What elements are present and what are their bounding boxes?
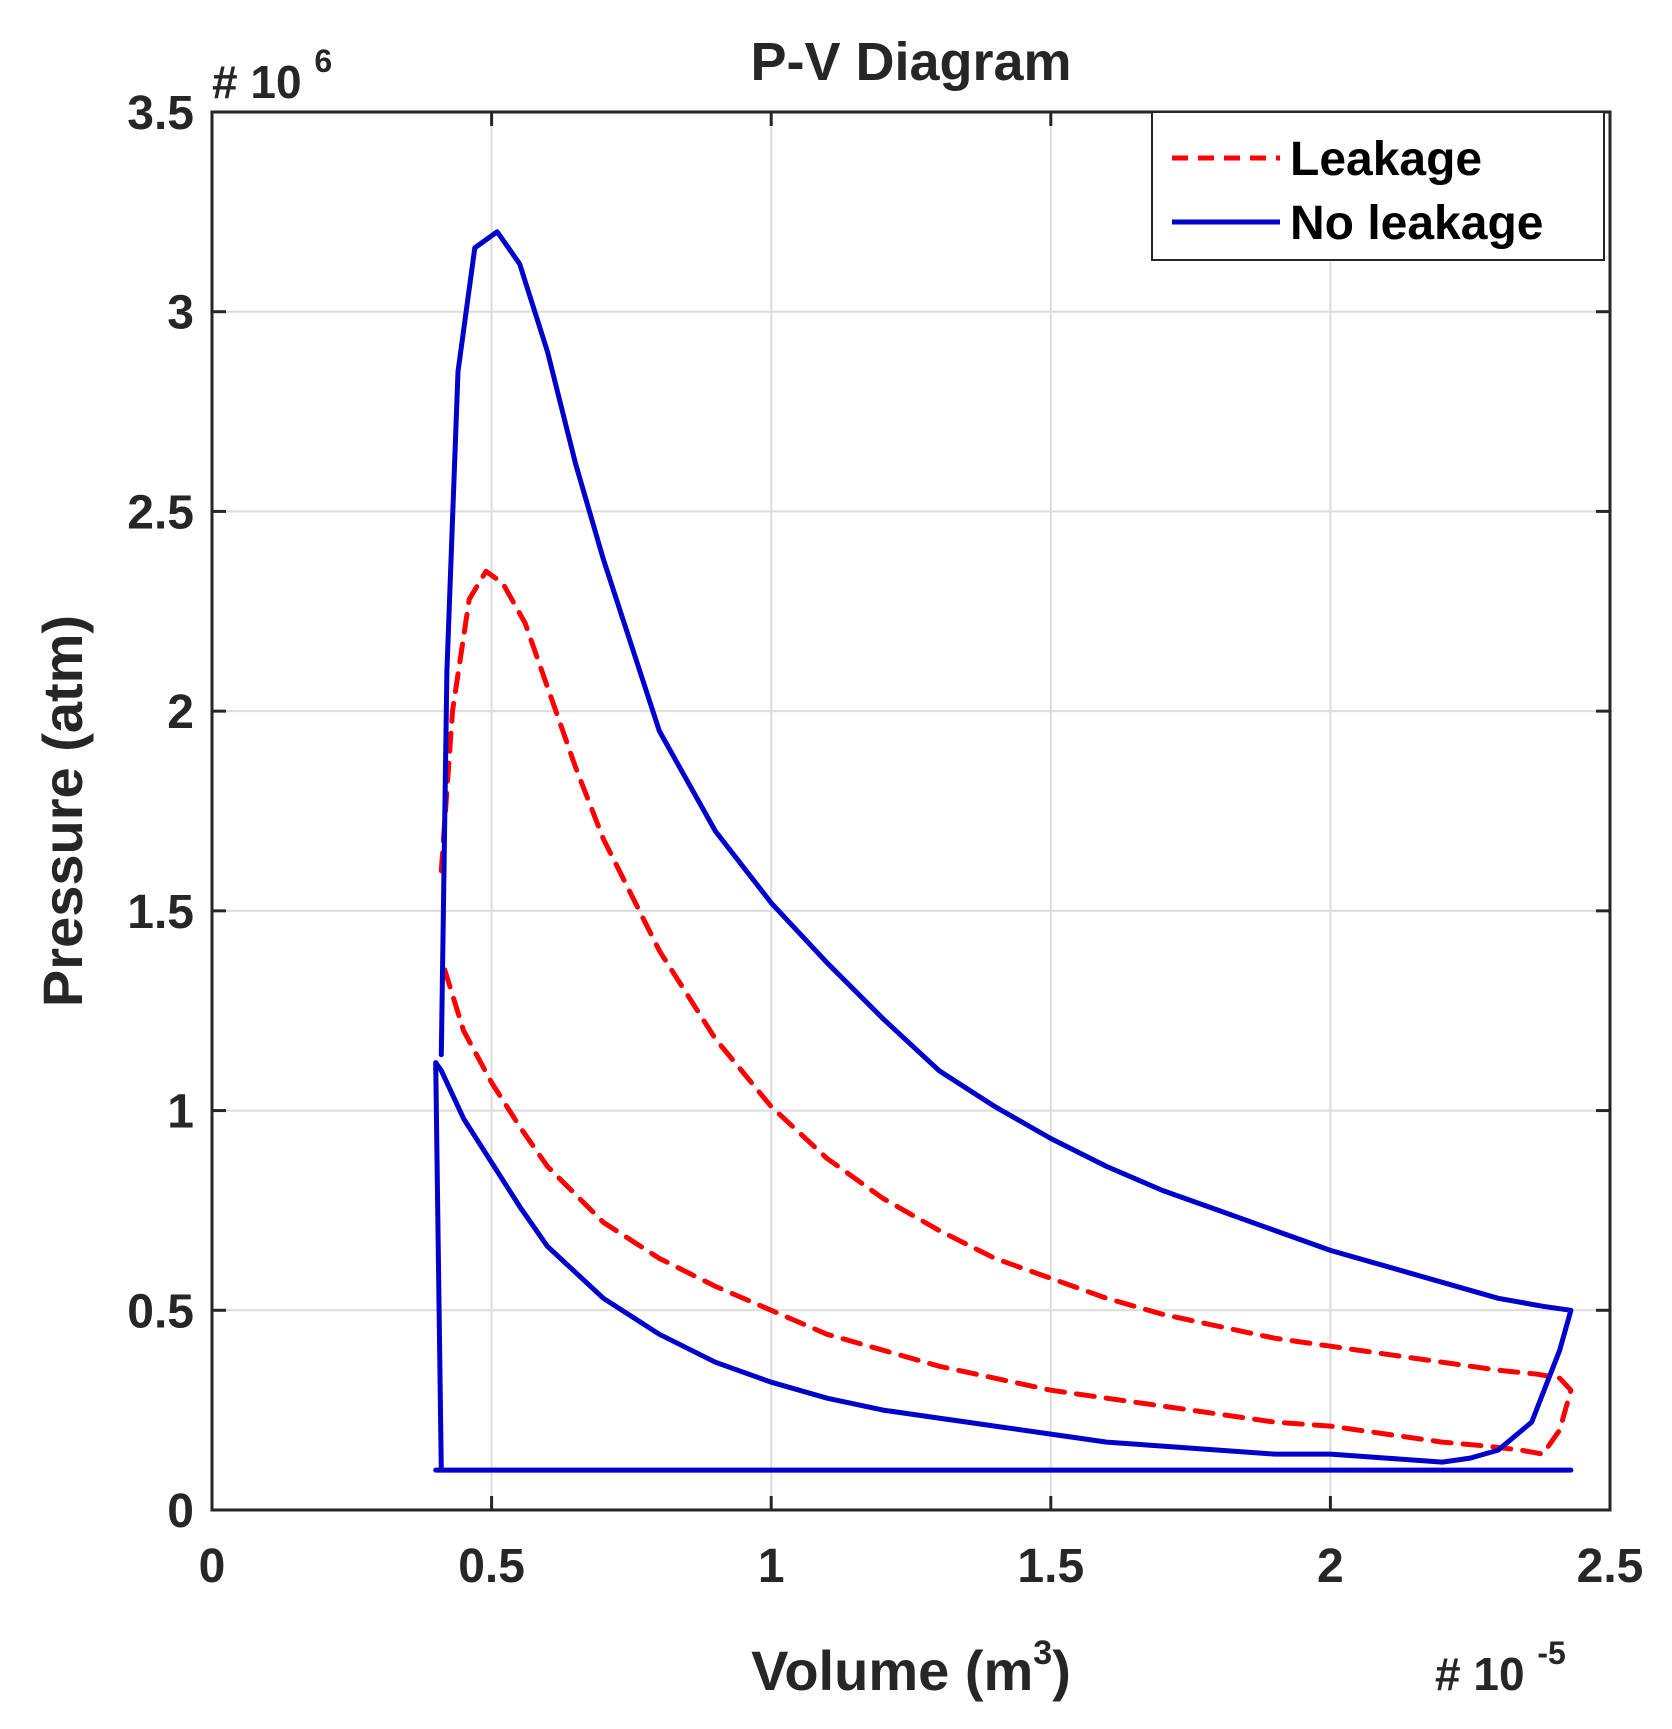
plot-area <box>212 112 1610 1510</box>
x-tick-label: 2.5 <box>1577 1540 1644 1593</box>
y-multiplier-base: # 10 <box>212 56 302 108</box>
x-tick-label: 1.5 <box>1017 1540 1084 1593</box>
chart-title: P-V Diagram <box>750 32 1071 92</box>
x-multiplier-exp: -5 <box>1537 1635 1565 1671</box>
y-tick-label: 3 <box>167 287 194 340</box>
x-tick-label: 0 <box>199 1540 226 1593</box>
y-tick-label: 0.5 <box>127 1285 194 1338</box>
y-tick-label: 2 <box>167 686 194 739</box>
plot-frame <box>210 110 1612 1512</box>
y-tick-label: 0 <box>167 1485 194 1538</box>
legend: Leakage No leakage <box>1151 111 1605 261</box>
x-tick-label: 1 <box>758 1540 785 1593</box>
y-tick-label: 2.5 <box>127 486 194 539</box>
y-tick-label: 1 <box>167 1086 194 1139</box>
x-axis-label-sup: 3 <box>1033 1634 1052 1672</box>
x-multiplier-base: # 10 <box>1435 1648 1525 1700</box>
y-tick-label: 1.5 <box>127 886 194 939</box>
series-line-leakage <box>438 568 1574 1457</box>
x-axis-label-close: ) <box>1052 1639 1071 1702</box>
series-line-no-leakage <box>433 229 1574 1473</box>
series-layer <box>433 229 1574 1473</box>
legend-box <box>1151 111 1605 261</box>
x-axis-label: Volume (m3) <box>751 1634 1071 1702</box>
x-tick-label: 2 <box>1317 1540 1344 1593</box>
y-tick-label: 3.5 <box>127 87 194 140</box>
x-axis-label-text: Volume (m <box>751 1639 1033 1702</box>
y-multiplier-exp: 6 <box>314 43 332 79</box>
y-multiplier: # 10 6 <box>212 43 332 108</box>
x-multiplier: # 10 -5 <box>1435 1635 1566 1700</box>
legend-label-leakage: Leakage <box>1290 133 1482 186</box>
tick-labels: 0 0.5 1 1.5 2 2.5 0 0.5 1 1.5 2 2.5 3 3.5 <box>127 87 1643 1593</box>
y-axis-label: Pressure (atm) <box>31 615 94 1007</box>
x-tick-label: 0.5 <box>458 1540 525 1593</box>
legend-label-no-leakage: No leakage <box>1290 197 1543 250</box>
